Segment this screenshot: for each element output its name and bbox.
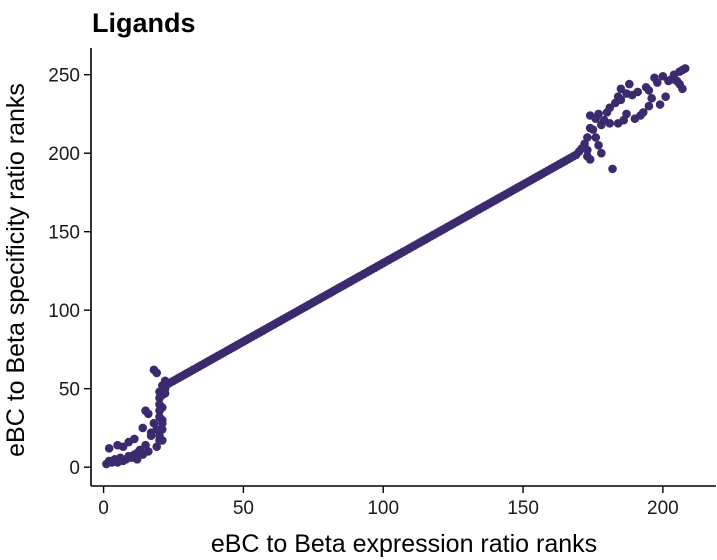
data-point: [638, 108, 648, 117]
data-point: [633, 87, 642, 97]
x-axis-ticks: 0 50 100 150 200: [98, 486, 679, 519]
data-point: [583, 133, 592, 142]
x-tick-label: 50: [233, 498, 254, 519]
data-point: [625, 79, 634, 89]
data-point: [591, 133, 601, 142]
y-tick-label: 250: [48, 66, 80, 87]
data-point: [588, 125, 598, 134]
data-point: [597, 148, 606, 158]
data-point: [104, 444, 114, 453]
data-point: [680, 64, 690, 73]
data-point: [160, 389, 170, 398]
data-point: [146, 431, 156, 441]
data-point: [158, 415, 167, 425]
data-point: [616, 95, 626, 105]
data-point: [585, 155, 595, 164]
x-tick-label: 150: [507, 498, 539, 519]
data-point: [144, 409, 153, 419]
y-tick-label: 100: [48, 301, 80, 322]
x-tick-label: 0: [98, 498, 109, 519]
chart-title: Ligands: [92, 8, 196, 38]
x-tick-label: 200: [647, 498, 679, 519]
data-point: [622, 109, 631, 119]
data-point: [594, 109, 603, 119]
data-point: [158, 425, 167, 434]
y-tick-label: 0: [69, 458, 80, 479]
data-point: [678, 84, 687, 94]
y-tick-label: 150: [48, 223, 80, 244]
data-point: [647, 93, 656, 103]
data-point: [583, 145, 592, 155]
data-point: [152, 368, 162, 378]
data-point: [605, 119, 615, 128]
data-point: [608, 164, 617, 174]
data-point: [158, 403, 167, 412]
data-point: [130, 434, 139, 444]
y-axis-label: eBC to Beta specificity ratio ranks: [2, 83, 30, 457]
x-tick-label: 100: [367, 498, 399, 519]
y-tick-label: 200: [48, 144, 80, 165]
data-point: [644, 86, 654, 95]
data-point: [661, 92, 670, 101]
data-point: [644, 101, 654, 111]
data-point: [655, 100, 665, 109]
data-point: [144, 447, 153, 456]
y-axis-ticks: 0 50 100 150 200 250: [48, 66, 91, 479]
data-point: [138, 423, 148, 433]
data-point: [652, 78, 662, 87]
x-axis-label: eBC to Beta expression ratio ranks: [211, 530, 597, 558]
points-layer: [102, 64, 690, 469]
data-point: [594, 141, 603, 150]
y-tick-label: 50: [59, 380, 80, 401]
data-point: [158, 436, 167, 445]
